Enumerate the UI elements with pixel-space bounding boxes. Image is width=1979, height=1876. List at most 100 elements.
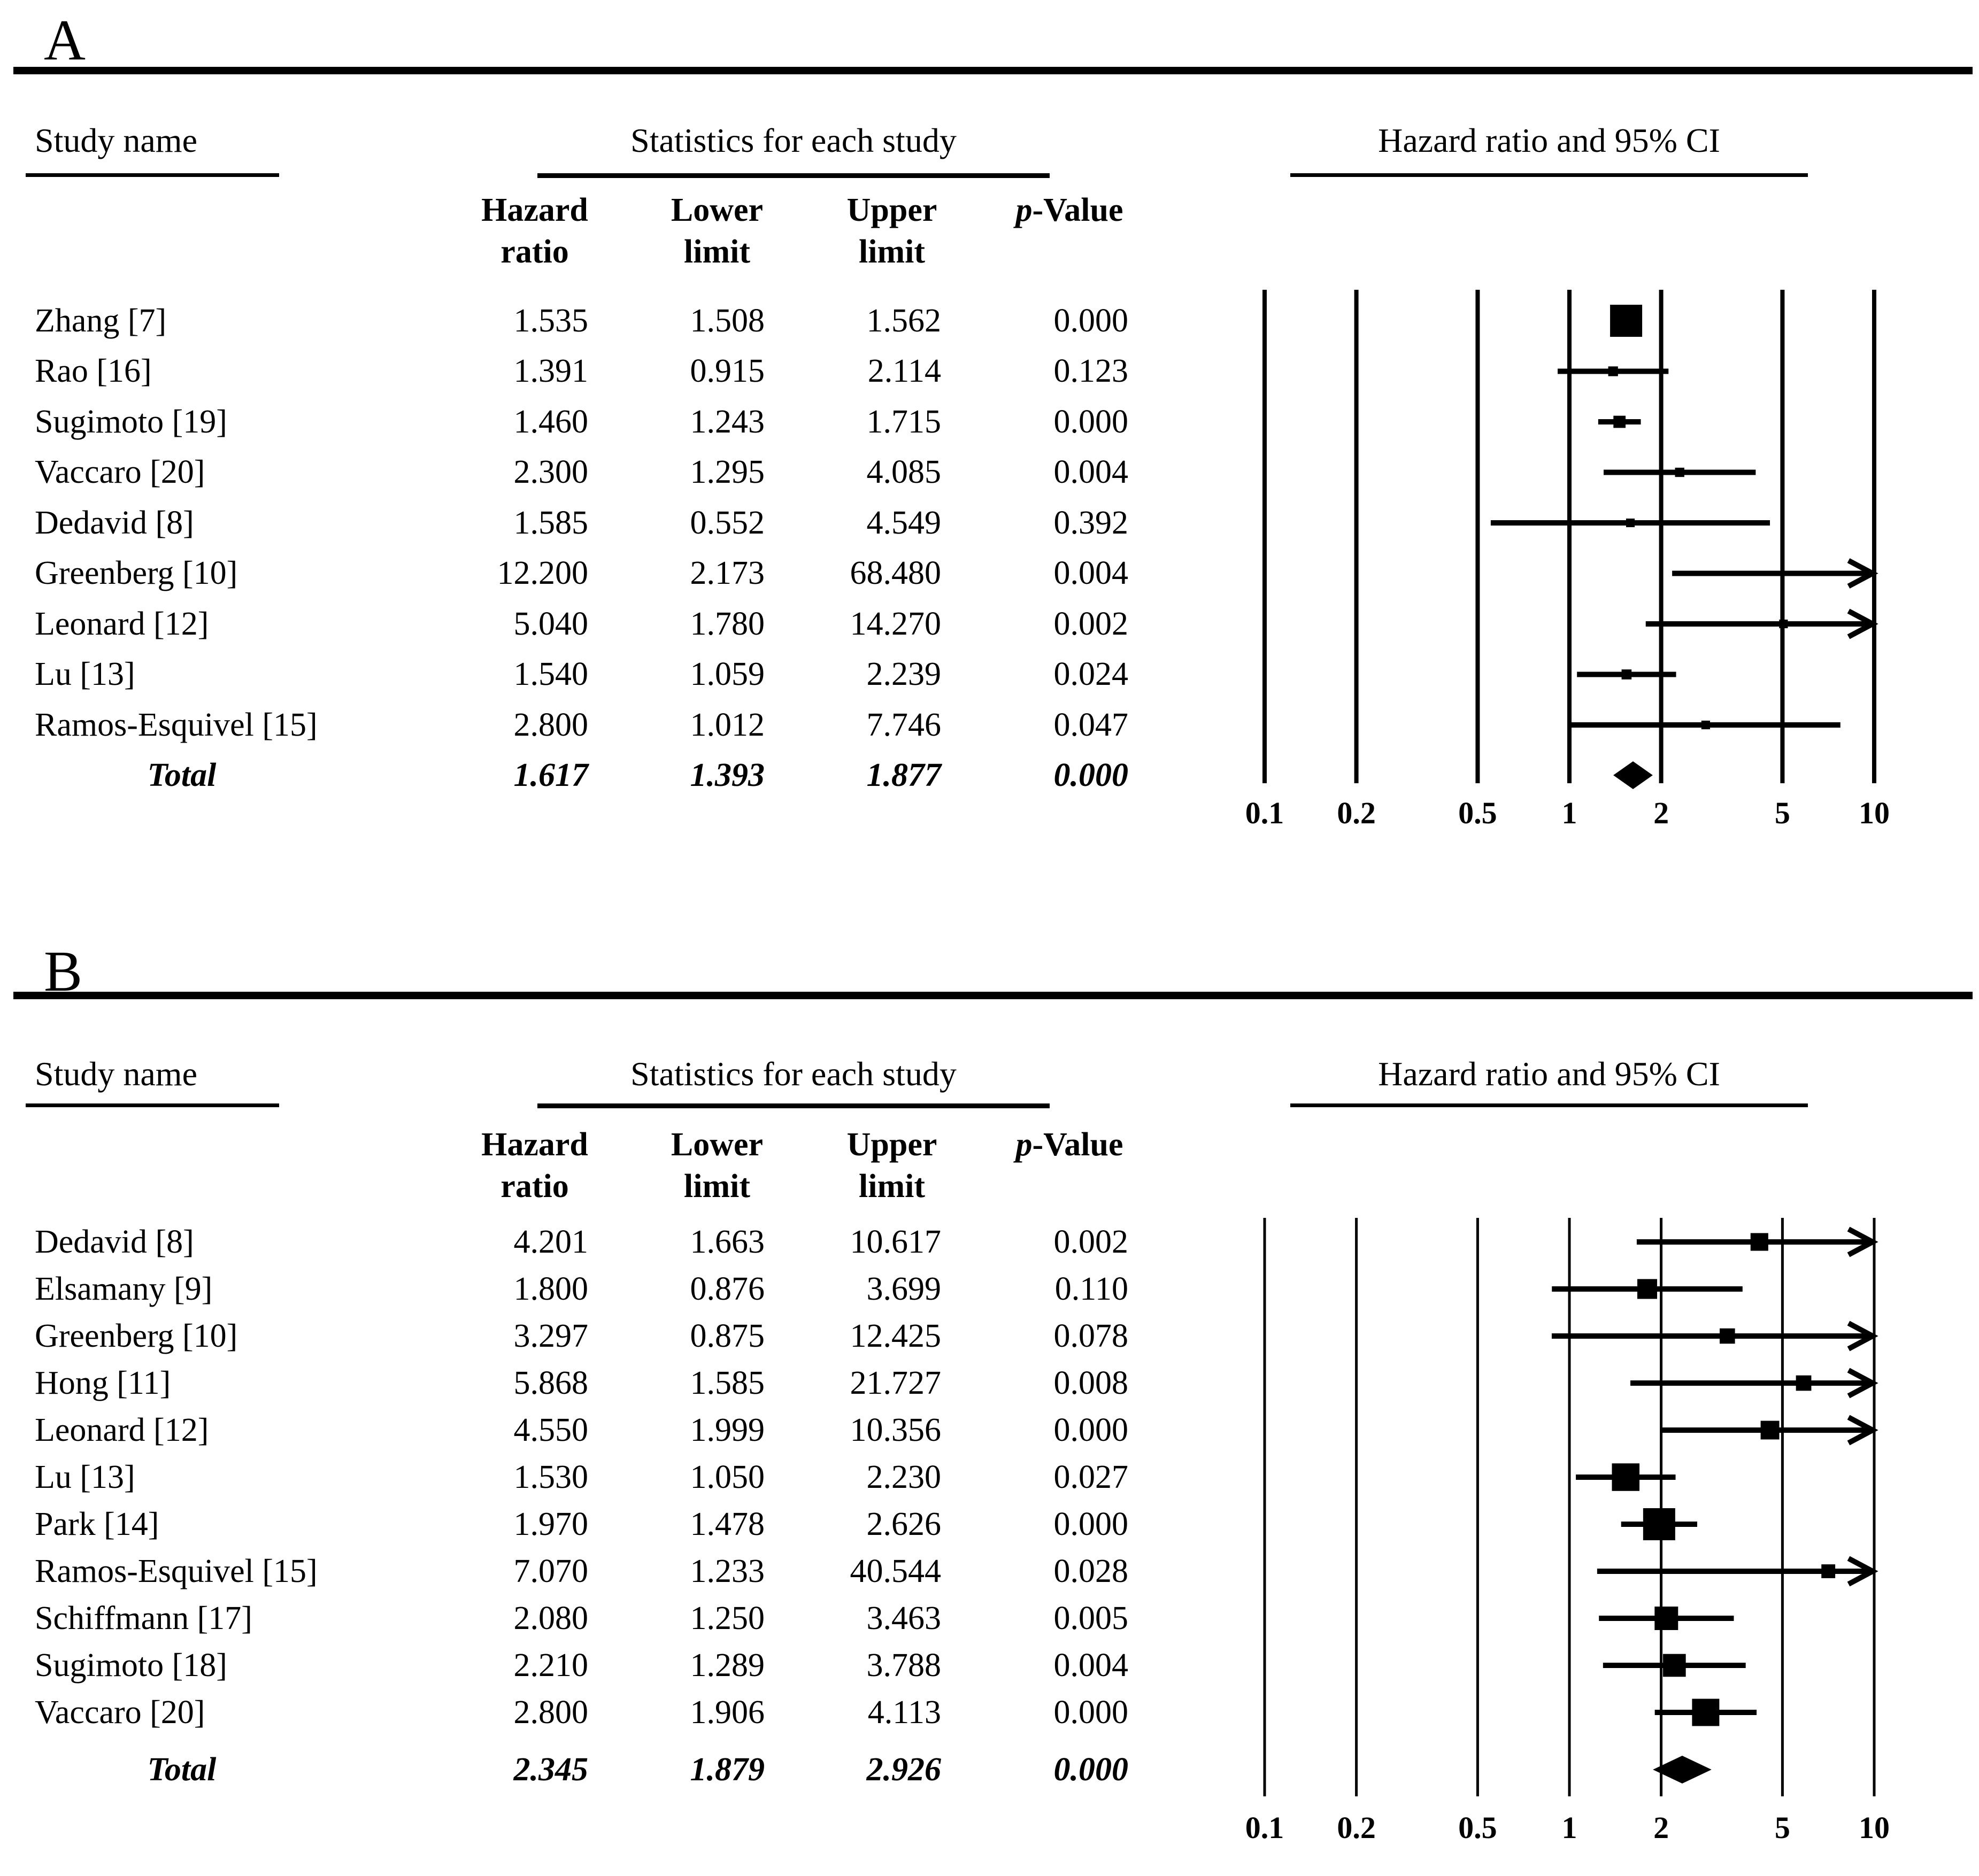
weight-square: [1621, 669, 1632, 680]
arrowhead-icon: [1847, 608, 1878, 639]
study-row: Vaccaro [20] 2.800 1.906 4.113 0.000: [0, 1689, 1230, 1736]
summary-diamond: [1653, 1756, 1712, 1784]
study-name-cell: Greenberg [10]: [35, 1318, 238, 1354]
hazard-ratio-cell: 1.530: [513, 1459, 589, 1495]
upper-limit-cell: 3.699: [866, 1271, 942, 1307]
axis-tick-label: 1: [1561, 1810, 1577, 1845]
study-name-cell: Schiffmann [17]: [35, 1600, 252, 1636]
p-value-cell: 0.002: [1053, 1224, 1129, 1260]
study-row: Leonard [12] 5.040 1.780 14.270 0.002: [0, 599, 1230, 650]
study-row: Ramos-Esquivel [15] 2.800 1.012 7.746 0.047: [0, 700, 1230, 751]
study-name-cell: Total: [147, 756, 217, 793]
hazard-ratio-cell: 4.550: [513, 1412, 589, 1448]
upper-limit-cell: 68.480: [850, 555, 942, 591]
p-value-cell: 0.123: [1053, 353, 1129, 389]
axis-tick-label: 2: [1653, 796, 1669, 830]
arrowhead-icon: [1847, 1321, 1878, 1352]
upper-limit-cell: 10.356: [850, 1412, 942, 1448]
lower-limit-cell: 1.050: [690, 1459, 765, 1495]
p-value-cell: 0.008: [1053, 1365, 1129, 1401]
lower-limit-cell: 1.243: [690, 403, 765, 440]
study-name-cell: Total: [147, 1751, 217, 1788]
upper-limit-cell: 2.114: [867, 353, 941, 389]
axis-tick-label: 0.1: [1245, 1810, 1284, 1845]
upper-limit-cell: 12.425: [850, 1318, 942, 1354]
p-value-cell: 0.392: [1053, 504, 1129, 541]
weight-square: [1662, 1654, 1686, 1677]
upper-limit-cell: 4.085: [866, 454, 942, 490]
total-row: Total 1.617 1.393 1.877 0.000: [0, 750, 1230, 801]
statistics-underline: [537, 1103, 1050, 1108]
lower-limit-cell: 1.295: [690, 454, 765, 490]
study-name-underline: [26, 173, 279, 177]
weight-square: [1675, 467, 1684, 477]
hazard-ratio-cell: 1.540: [513, 656, 589, 692]
p-value-cell: 0.000: [1053, 1694, 1129, 1731]
hazard-ratio-cell: 7.070: [513, 1553, 589, 1589]
lower-limit-cell: 2.173: [690, 555, 765, 591]
hazard-ratio-group-header: Hazard ratio and 95% CI: [1378, 1055, 1720, 1093]
weight-square: [1610, 305, 1643, 337]
upper-limit-cell: 2.926: [866, 1751, 942, 1788]
study-name-header: Study name: [35, 1055, 197, 1093]
lower-limit-col-header: Lower: [671, 1126, 764, 1163]
panel-top-rule: [13, 992, 1973, 999]
hazard-ratio-col-header: Hazard: [481, 192, 588, 228]
hazard-ratio-underline: [1290, 173, 1808, 177]
p-value-cell: 0.000: [1053, 756, 1129, 793]
study-name-cell: Sugimoto [19]: [35, 403, 227, 440]
study-name-cell: Zhang [7]: [35, 302, 167, 339]
hazard-ratio-cell: 5.868: [513, 1365, 589, 1401]
arrowhead-icon: [1847, 1368, 1878, 1399]
axis-tick-label: 0.1: [1245, 796, 1284, 830]
hazard-ratio-group-header: Hazard ratio and 95% CI: [1378, 121, 1720, 159]
arrowhead-icon: [1847, 1226, 1878, 1257]
upper-limit-cell: 2.230: [866, 1459, 942, 1495]
p-value-col-header: p-Value: [1015, 1126, 1123, 1163]
study-name-cell: Park [14]: [35, 1506, 159, 1542]
study-row: Elsamany [9] 1.800 0.876 3.699 0.110: [0, 1265, 1230, 1313]
hazard-ratio-cell: 1.460: [513, 403, 589, 440]
hazard-ratio-cell: 2.800: [513, 706, 589, 743]
upper-limit-cell: 2.626: [866, 1506, 942, 1542]
study-name-underline: [26, 1103, 279, 1107]
axis-tick-label: 10: [1859, 796, 1890, 830]
statistics-group-header: Statistics for each study: [630, 121, 957, 159]
upper-limit-cell: 4.113: [867, 1694, 941, 1731]
study-name-cell: Vaccaro [20]: [35, 1694, 205, 1731]
lower-limit-cell: 1.999: [690, 1412, 765, 1448]
study-row: Zhang [7] 1.535 1.508 1.562 0.000: [0, 296, 1230, 346]
hazard-ratio-col-header-line2: ratio: [500, 234, 569, 270]
weight-square: [1613, 415, 1626, 428]
weight-square: [1654, 1607, 1678, 1630]
lower-limit-col-header-line2: limit: [684, 1168, 750, 1205]
study-name-cell: Sugimoto [18]: [35, 1647, 227, 1684]
lower-limit-cell: 1.906: [690, 1694, 765, 1731]
study-row: Park [14] 1.970 1.478 2.626 0.000: [0, 1501, 1230, 1548]
upper-limit-col-header-line2: limit: [859, 234, 925, 270]
lower-limit-cell: 0.875: [690, 1318, 765, 1354]
study-row: Hong [11] 5.868 1.585 21.727 0.008: [0, 1360, 1230, 1407]
panel-a: A Study name Statistics for each study H…: [0, 12, 1973, 830]
weight-square: [1796, 1375, 1812, 1391]
upper-limit-cell: 2.239: [866, 656, 942, 692]
lower-limit-cell: 1.663: [690, 1224, 765, 1260]
study-row: Schiffmann [17] 2.080 1.250 3.463 0.005: [0, 1595, 1230, 1642]
hazard-ratio-cell: 1.585: [513, 504, 589, 541]
study-name-cell: Greenberg [10]: [35, 555, 238, 591]
hazard-ratio-cell: 2.300: [513, 454, 589, 490]
study-name-cell: Dedavid [8]: [35, 1224, 194, 1260]
p-value-col-header: p-Value: [1015, 192, 1123, 228]
study-name-cell: Lu [13]: [35, 656, 135, 692]
hazard-ratio-cell: 1.535: [513, 302, 589, 339]
axis-tick-label: 5: [1774, 796, 1790, 830]
upper-limit-cell: 1.562: [866, 302, 942, 339]
p-value-cell: 0.004: [1053, 454, 1129, 490]
lower-limit-cell: 1.780: [690, 605, 765, 642]
study-name-cell: Dedavid [8]: [35, 504, 194, 541]
lower-limit-col-header: Lower: [671, 192, 764, 228]
lower-limit-cell: 1.478: [690, 1506, 765, 1542]
panel-top-rule: [13, 67, 1973, 74]
lower-limit-cell: 1.012: [690, 706, 765, 743]
